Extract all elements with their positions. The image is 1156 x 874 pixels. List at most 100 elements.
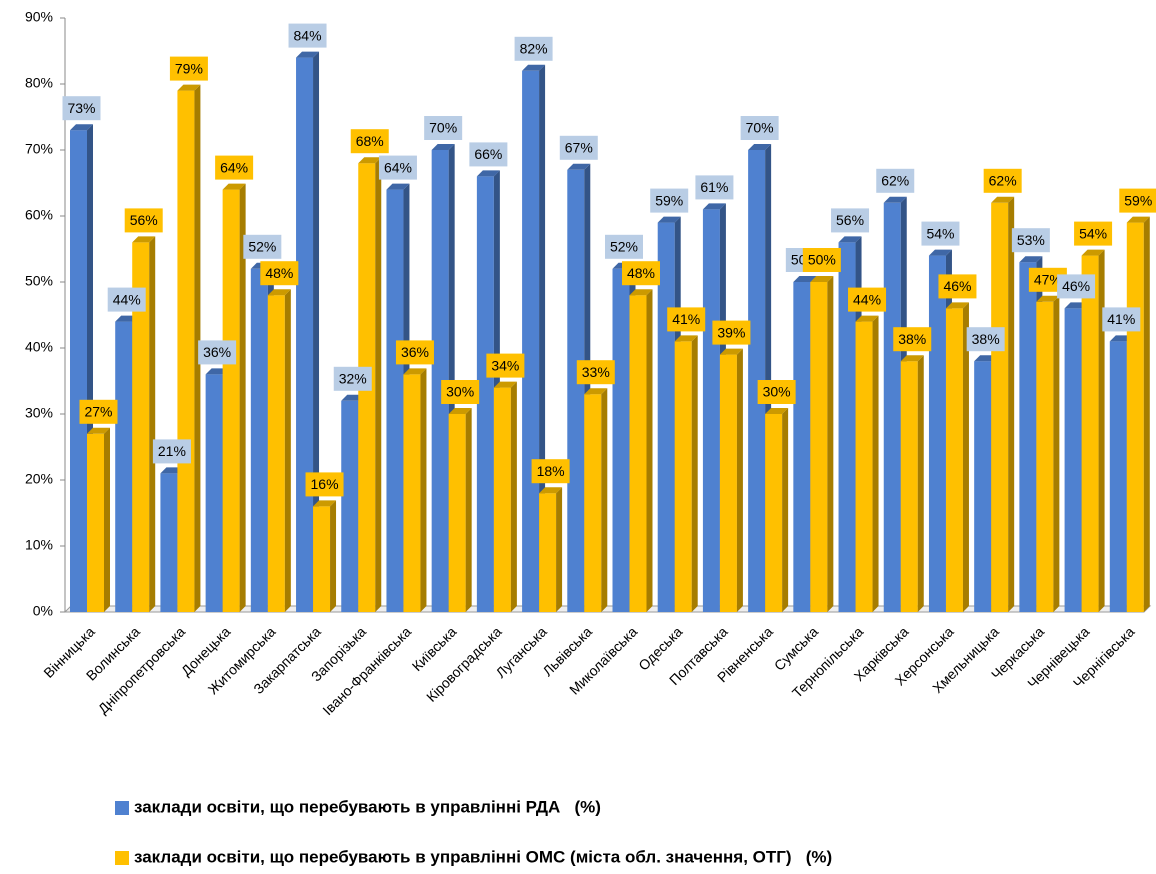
- bar: [177, 84, 201, 613]
- value-label: 44%: [113, 291, 141, 307]
- bar-side: [104, 427, 110, 612]
- value-label: 70%: [429, 120, 457, 136]
- bar-front: [928, 255, 946, 612]
- bar-top: [539, 487, 563, 494]
- bar-top: [657, 216, 681, 223]
- value-label-box: [288, 23, 327, 48]
- value-label-box: [1119, 188, 1156, 213]
- bar: [448, 408, 472, 612]
- value-label: 82%: [520, 41, 548, 57]
- bar-side: [962, 302, 969, 612]
- bar-front: [567, 169, 585, 613]
- value-label-box: [1057, 274, 1096, 299]
- bar: [539, 487, 563, 612]
- value-label: 84%: [294, 27, 322, 43]
- value-label: 36%: [203, 344, 231, 360]
- value-label: 56%: [130, 212, 158, 228]
- bar: [900, 355, 924, 612]
- y-tick-label: 50%: [25, 273, 53, 289]
- bar-front: [522, 70, 540, 613]
- bar-top: [991, 196, 1015, 203]
- bar-front: [945, 308, 963, 612]
- bar-front: [296, 57, 314, 613]
- bar-side: [556, 487, 563, 612]
- bar-top: [945, 302, 969, 309]
- bar-side: [510, 381, 517, 612]
- x-tick-label: Івано-Франківська: [319, 623, 414, 718]
- value-label-box: [514, 36, 553, 61]
- bar-top: [1081, 249, 1105, 256]
- value-label: 52%: [248, 239, 276, 255]
- bar-side: [1098, 249, 1105, 612]
- value-label: 53%: [1017, 232, 1045, 248]
- bar-front: [810, 282, 828, 612]
- value-label: 62%: [881, 173, 909, 189]
- value-label-box: [650, 188, 689, 213]
- value-label-box: [695, 175, 734, 200]
- bar: [629, 289, 653, 612]
- bar-front: [313, 506, 331, 612]
- bar-top: [1019, 256, 1043, 263]
- bar-side: [194, 84, 201, 613]
- bar-side: [1143, 216, 1150, 612]
- value-label: 64%: [220, 159, 248, 175]
- bar-front: [748, 150, 766, 612]
- bar-top: [267, 289, 291, 296]
- bar-front: [205, 374, 223, 612]
- bar-side: [736, 348, 743, 612]
- bar-top: [1036, 295, 1060, 302]
- value-label-box: [124, 208, 163, 233]
- bar-top: [748, 144, 772, 150]
- value-label-box: [486, 353, 525, 378]
- value-label-box: [531, 459, 570, 484]
- bar-top: [476, 170, 500, 177]
- bar-top: [900, 355, 924, 362]
- bar-top: [1126, 216, 1150, 223]
- value-label: 67%: [565, 140, 593, 156]
- bar-top: [629, 289, 653, 296]
- bar-front: [403, 374, 421, 612]
- value-label: 48%: [265, 265, 293, 281]
- value-label-box: [966, 327, 1005, 352]
- bar-side: [149, 236, 156, 612]
- bar-top: [222, 183, 246, 190]
- value-label: 41%: [672, 311, 700, 327]
- value-label: 41%: [1107, 311, 1135, 327]
- bar-side: [1053, 295, 1060, 612]
- y-tick-label: 90%: [25, 9, 53, 25]
- bar-front: [793, 282, 811, 612]
- bar-top: [838, 236, 862, 243]
- bar: [403, 368, 427, 612]
- bar-front: [974, 361, 992, 612]
- value-label: 47%: [1034, 272, 1062, 288]
- value-label-box: [802, 248, 841, 272]
- bar: [267, 289, 291, 612]
- value-label-box: [395, 340, 434, 365]
- bar-top: [674, 335, 698, 342]
- bar: [719, 348, 743, 612]
- value-label-box: [983, 168, 1022, 193]
- bar: [1126, 216, 1150, 612]
- value-label: 16%: [311, 476, 339, 492]
- value-label-box: [424, 116, 463, 140]
- legend-swatch: [115, 801, 129, 815]
- value-label: 38%: [972, 331, 1000, 347]
- bar-front: [448, 414, 466, 612]
- y-tick-label: 20%: [25, 471, 53, 487]
- bar-side: [917, 355, 924, 612]
- value-label: 79%: [175, 60, 203, 76]
- bar-front: [115, 321, 133, 612]
- legend-label: заклади освіти, що перебувають в управлі…: [134, 797, 601, 816]
- bar-front: [267, 295, 285, 612]
- bar-side: [601, 388, 608, 612]
- bar-top: [765, 408, 789, 414]
- value-label: 48%: [627, 265, 655, 281]
- bar-front: [1109, 341, 1127, 612]
- value-label-box: [848, 287, 887, 312]
- value-label: 56%: [836, 212, 864, 228]
- bar-top: [810, 276, 834, 282]
- bar-front: [160, 473, 178, 612]
- value-label-box: [740, 116, 779, 140]
- value-label-box: [1074, 221, 1113, 246]
- bar-side: [284, 289, 291, 612]
